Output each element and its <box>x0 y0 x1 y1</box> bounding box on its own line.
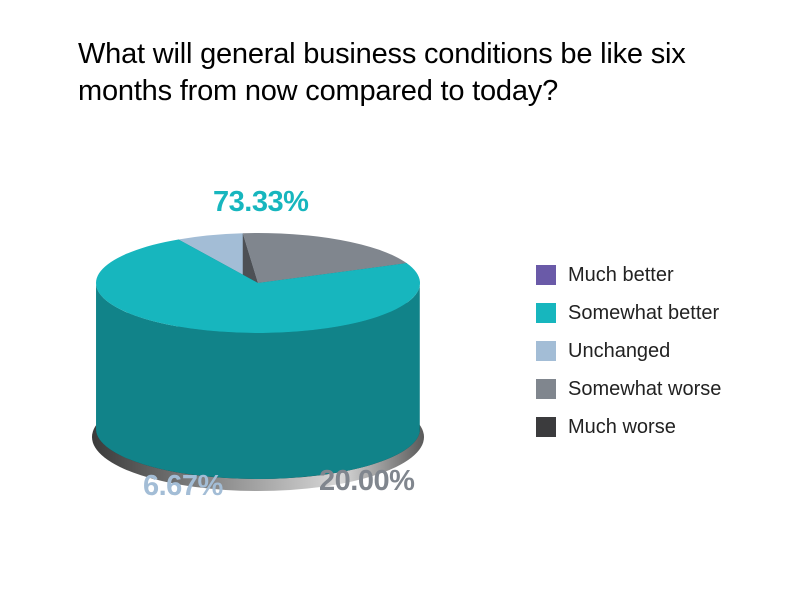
legend-item-somewhat-better: Somewhat better <box>536 294 721 332</box>
legend-item-much-worse: Much worse <box>536 408 721 446</box>
chart-title: What will general business conditions be… <box>78 38 686 107</box>
legend-swatch <box>536 265 556 285</box>
data-label-somewhat-worse: 20.00% <box>319 465 415 497</box>
slice-outer-wall <box>96 283 420 480</box>
legend: Much better Somewhat better Unchanged So… <box>536 256 721 446</box>
legend-item-somewhat-worse: Somewhat worse <box>536 370 721 408</box>
slice-top <box>95 239 420 333</box>
legend-swatch <box>536 379 556 399</box>
legend-label: Much worse <box>568 415 676 438</box>
legend-swatch <box>536 341 556 361</box>
data-label-unchanged: 6.67% <box>143 470 223 502</box>
legend-swatch <box>536 303 556 323</box>
slice-top <box>242 233 407 283</box>
legend-label: Much better <box>568 263 674 286</box>
legend-label: Somewhat worse <box>568 377 722 400</box>
slice-top <box>178 233 258 283</box>
slice-somewhat-better <box>95 239 420 480</box>
legend-item-unchanged: Unchanged <box>536 332 721 370</box>
legend-item-much-better: Much better <box>536 256 721 294</box>
data-label-somewhat-better: 73.33% <box>213 186 309 218</box>
legend-label: Somewhat better <box>568 301 720 324</box>
legend-swatch <box>536 417 556 437</box>
legend-label: Unchanged <box>568 339 671 362</box>
